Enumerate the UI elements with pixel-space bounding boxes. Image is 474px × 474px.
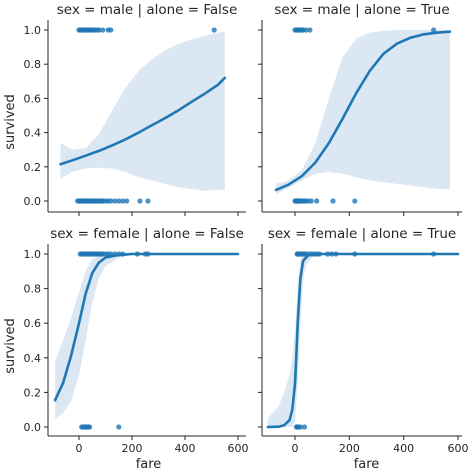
y-axis-label: survived bbox=[3, 94, 18, 150]
x-axis-label: fare bbox=[354, 457, 380, 472]
data-point-died bbox=[116, 198, 122, 204]
data-point-died bbox=[297, 424, 303, 430]
confidence-band bbox=[276, 30, 450, 195]
data-point-died bbox=[120, 198, 126, 204]
x-tick-label: 200 bbox=[339, 442, 360, 455]
data-point-died bbox=[116, 424, 122, 430]
data-point-died bbox=[301, 424, 308, 430]
data-point-died bbox=[352, 198, 358, 204]
y-tick-label: 0.8 bbox=[24, 58, 42, 71]
panel-title: sex = female | alone = True bbox=[268, 226, 456, 242]
panel-title: sex = male | alone = False bbox=[57, 2, 238, 18]
x-axis-label: fare bbox=[136, 457, 162, 472]
confidence-band bbox=[55, 254, 238, 419]
y-tick-label: 0.0 bbox=[24, 421, 42, 434]
y-tick-label: 0.2 bbox=[24, 386, 42, 399]
facet-panel-4: 0 200 400 600 sex = female | alone = True far… bbox=[258, 226, 469, 472]
data-point-survived bbox=[100, 27, 106, 33]
x-tick-label: 600 bbox=[448, 442, 469, 455]
data-point-died bbox=[145, 198, 151, 204]
data-point-died bbox=[330, 198, 336, 204]
confidence-band bbox=[60, 31, 225, 191]
data-point-died bbox=[108, 198, 114, 204]
scatter-points bbox=[293, 251, 437, 430]
data-point-survived bbox=[96, 27, 102, 33]
y-tick-label: 0.4 bbox=[24, 127, 42, 140]
data-point-survived bbox=[108, 27, 114, 33]
fit-line bbox=[59, 76, 227, 166]
data-point-died bbox=[308, 198, 314, 204]
facet-panel-2: sex = male | alone = True bbox=[258, 2, 462, 216]
y-axis-label: survived bbox=[3, 318, 18, 374]
y-tick-label: 0.6 bbox=[24, 317, 42, 330]
y-tick-label: 0.0 bbox=[24, 195, 42, 208]
data-point-died bbox=[314, 198, 320, 204]
data-point-survived bbox=[431, 27, 437, 33]
facet-panel-1: 0.0 0.2 0.4 0.6 0.8 1.0 sex = male | alone = F… bbox=[3, 2, 246, 216]
x-tick-label: 0 bbox=[292, 442, 299, 455]
fit-line bbox=[266, 252, 460, 429]
data-point-died bbox=[112, 198, 118, 204]
x-tick-label: 400 bbox=[393, 442, 414, 455]
data-point-survived bbox=[307, 27, 313, 33]
x-tick-label: 600 bbox=[228, 442, 249, 455]
x-tick-label: 200 bbox=[122, 442, 143, 455]
y-tick-label: 0.4 bbox=[24, 352, 42, 365]
y-tick-label: 1.0 bbox=[24, 248, 42, 261]
data-point-survived bbox=[303, 27, 309, 33]
y-tick-label: 0.8 bbox=[24, 283, 42, 296]
fit-line bbox=[53, 252, 240, 402]
y-tick-label: 1.0 bbox=[24, 24, 42, 37]
data-point-died bbox=[137, 198, 143, 204]
facet-panel-3: 0 200 400 600 0.0 0.2 0.4 0.6 0.8 1.0 sex = female… bbox=[3, 226, 249, 472]
data-point-survived bbox=[211, 27, 217, 33]
confidence-band bbox=[267, 254, 458, 427]
panel-title: sex = female | alone = False bbox=[50, 226, 244, 242]
fit-line bbox=[274, 30, 452, 192]
scatter-points bbox=[292, 27, 437, 204]
data-point-died bbox=[87, 424, 93, 430]
scatter-points bbox=[75, 27, 217, 204]
y-tick-label: 0.6 bbox=[24, 92, 42, 105]
panel-title: sex = male | alone = True bbox=[274, 2, 449, 18]
y-tick-label: 0.2 bbox=[24, 161, 42, 174]
x-tick-label: 0 bbox=[76, 442, 83, 455]
data-point-died bbox=[124, 198, 130, 204]
x-tick-label: 400 bbox=[175, 442, 196, 455]
